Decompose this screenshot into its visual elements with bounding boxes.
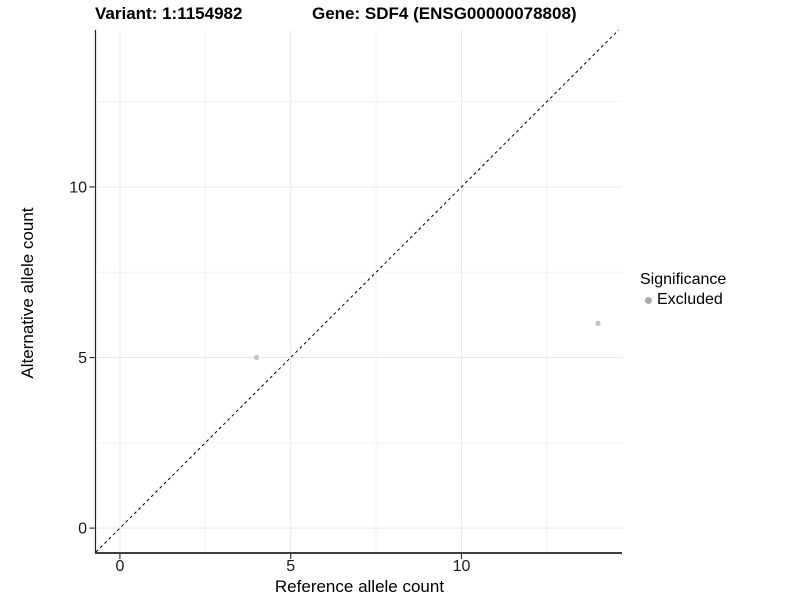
gene-title: Gene: SDF4 (ENSG00000078808) bbox=[312, 4, 577, 23]
y-axis-title: Alternative allele count bbox=[18, 207, 37, 379]
legend-point-icon bbox=[645, 296, 652, 304]
x-axis-title: Reference allele count bbox=[274, 577, 445, 596]
y-tick-label: 10 bbox=[69, 179, 87, 196]
x-tick-label: 10 bbox=[453, 558, 471, 575]
legend: Significance Excluded bbox=[640, 271, 726, 309]
x-tick-label: 0 bbox=[115, 558, 124, 575]
legend-item-label: Excluded bbox=[657, 291, 723, 308]
legend-item-excluded: Excluded bbox=[640, 291, 726, 309]
legend-key bbox=[640, 292, 657, 309]
variant-title: Variant: 1:1154982 bbox=[95, 4, 243, 23]
data-point bbox=[595, 320, 601, 327]
legend-title: Significance bbox=[640, 271, 727, 288]
data-point bbox=[253, 354, 260, 361]
y-tick-label: 5 bbox=[78, 350, 87, 367]
identity-line bbox=[95, 29, 619, 553]
x-tick-label: 5 bbox=[286, 558, 295, 575]
y-tick-label: 0 bbox=[78, 521, 87, 538]
